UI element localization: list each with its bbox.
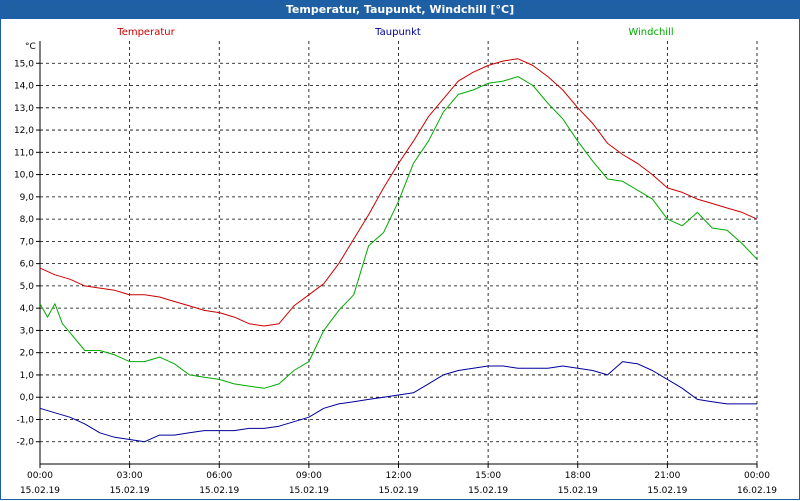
y-tick-label: 15,0: [14, 59, 34, 69]
y-tick-label: 1,0: [20, 371, 35, 381]
x-tick-time-label: 00:00: [744, 471, 770, 481]
legend: Temperatur Taupunkt Windchill: [116, 27, 673, 38]
x-tick-time-label: 09:00: [296, 471, 322, 481]
y-tick-label: 3,0: [20, 326, 35, 336]
y-tick-label: 9,0: [20, 193, 35, 203]
legend-entry-temperatur: Temperatur: [116, 27, 175, 38]
y-tick-label: 8,0: [20, 215, 35, 225]
y-axis-tick-labels: -2,0 -1,0 0,0 1,0 2,0 3,0 4,0 5,0 6,0 7,0 8,0 9,0 10…: [14, 59, 34, 447]
y-tick-label: 10,0: [14, 171, 34, 181]
x-tick-time-label: 00:00: [27, 471, 53, 481]
y-tick-label: 6,0: [20, 260, 35, 270]
x-axis-tick-labels: 00:00 15.02.19 03:00 15.02.19 06:00 15.02.19 0…: [20, 471, 777, 496]
y-tick-label: 0,0: [20, 393, 35, 403]
y-tick-label: -1,0: [16, 415, 34, 425]
legend-entry-taupunkt: Taupunkt: [374, 27, 421, 38]
series-line-temperatur: [39, 58, 758, 327]
series-lines: [39, 58, 758, 443]
y-tick-label: 2,0: [20, 349, 35, 359]
x-tick-date-label: 15.02.19: [468, 486, 508, 496]
y-tick-label: 4,0: [20, 304, 35, 314]
axes: [36, 41, 758, 468]
x-tick-date-label: 15.02.19: [20, 486, 60, 496]
x-tick-date-label: 15.02.19: [199, 486, 239, 496]
y-tick-label: 13,0: [14, 104, 34, 114]
y-tick-label: 12,0: [14, 126, 34, 136]
y-axis-unit-label: °C: [25, 42, 36, 52]
x-tick-time-label: 06:00: [206, 471, 232, 481]
x-tick-date-label: 15.02.19: [289, 486, 329, 496]
x-tick-time-label: 21:00: [654, 471, 680, 481]
x-tick-time-label: 18:00: [565, 471, 591, 481]
x-tick-time-label: 12:00: [386, 471, 412, 481]
x-tick-date-label: 16.02.19: [737, 486, 777, 496]
grid-lines: [40, 41, 758, 464]
y-tick-label: 11,0: [14, 148, 34, 158]
x-tick-date-label: 15.02.19: [378, 486, 418, 496]
x-tick-time-label: 15:00: [475, 471, 501, 481]
x-tick-date-label: 15.02.19: [558, 486, 598, 496]
series-line-taupunkt: [39, 361, 757, 443]
y-tick-label: 5,0: [20, 282, 35, 292]
chart-title: Temperatur, Taupunkt, Windchill [°C]: [1, 1, 799, 19]
legend-entry-windchill: Windchill: [628, 27, 673, 38]
x-tick-time-label: 03:00: [117, 471, 143, 481]
x-tick-date-label: 15.02.19: [647, 486, 687, 496]
series-line-windchill: [39, 76, 758, 389]
y-tick-label: -2,0: [16, 438, 34, 448]
x-tick-date-label: 15.02.19: [110, 486, 150, 496]
y-tick-label: 7,0: [20, 237, 35, 247]
y-tick-label: 14,0: [14, 82, 34, 92]
